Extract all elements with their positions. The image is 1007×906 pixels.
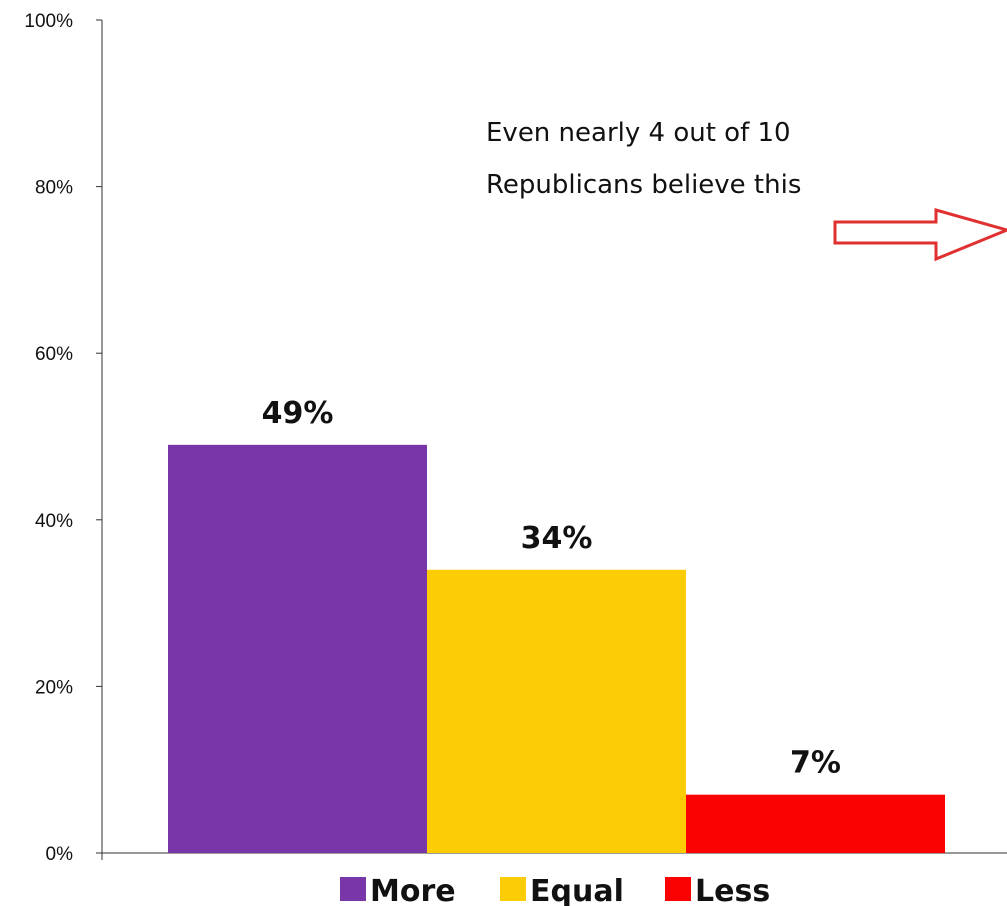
- bar-equal: [427, 569, 686, 853]
- legend-label-equal: Equal: [530, 874, 624, 906]
- bar-more: [168, 444, 427, 853]
- bar-label-equal: 34%: [521, 521, 593, 556]
- y-tick-label: 100%: [24, 11, 73, 32]
- y-ticks: 0% 20% 40% 60% 80% 100%: [24, 11, 102, 865]
- y-tick-label: 0%: [46, 844, 74, 865]
- bar-less: [686, 794, 945, 853]
- y-tick-label: 40%: [35, 511, 73, 532]
- bar-label-more: 49%: [262, 396, 334, 431]
- legend-label-less: Less: [695, 874, 770, 906]
- y-tick-label: 20%: [35, 677, 73, 698]
- bars: [168, 444, 945, 853]
- y-tick-label: 80%: [35, 178, 73, 199]
- arrow-icon: [833, 208, 1007, 262]
- legend-swatch-more: [340, 877, 366, 901]
- bar-labels: 49% 34% 7%: [262, 396, 841, 781]
- legend-label-more: More: [370, 874, 456, 906]
- annotation-line-1: Even nearly 4 out of 10: [486, 118, 791, 148]
- annotation: Even nearly 4 out of 10 Republicans beli…: [486, 118, 1007, 262]
- legend-swatch-less: [665, 877, 691, 901]
- bar-label-less: 7%: [790, 746, 841, 781]
- legend-swatch-equal: [500, 877, 526, 901]
- y-tick-label: 60%: [35, 344, 73, 365]
- legend: More Equal Less: [340, 874, 770, 906]
- annotation-line-2: Republicans believe this: [486, 170, 801, 200]
